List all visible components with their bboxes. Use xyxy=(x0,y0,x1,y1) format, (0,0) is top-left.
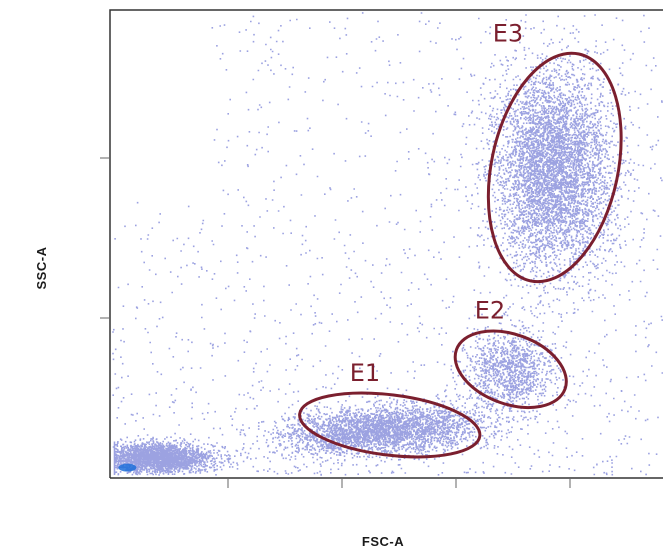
gate-label-e2: E2 xyxy=(475,296,505,324)
y-axis-title: SSC-A xyxy=(34,246,49,289)
gate-e3 xyxy=(486,51,623,284)
dense-hotspot xyxy=(118,463,137,472)
gate-e2 xyxy=(453,329,568,409)
gates: E1 E2 E3 xyxy=(298,19,623,459)
axes xyxy=(100,9,663,488)
scatter-points-cloud xyxy=(112,12,663,476)
gate-e1 xyxy=(298,391,482,459)
scatter-points xyxy=(112,12,663,476)
plot-frame xyxy=(109,9,663,478)
gate-label-e3: E3 xyxy=(493,19,523,47)
x-axis-title: FSC-A xyxy=(362,534,404,549)
gate-label-e1: E1 xyxy=(350,359,380,387)
